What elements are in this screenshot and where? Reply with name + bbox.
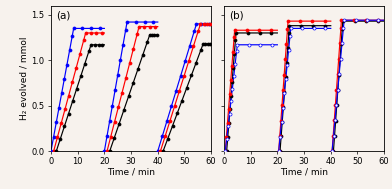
X-axis label: Time / min: Time / min: [107, 168, 155, 177]
Y-axis label: H₂ evolved / mmol: H₂ evolved / mmol: [20, 37, 29, 120]
Text: (b): (b): [229, 10, 243, 20]
Text: (a): (a): [56, 10, 70, 20]
X-axis label: Time / min: Time / min: [280, 168, 328, 177]
